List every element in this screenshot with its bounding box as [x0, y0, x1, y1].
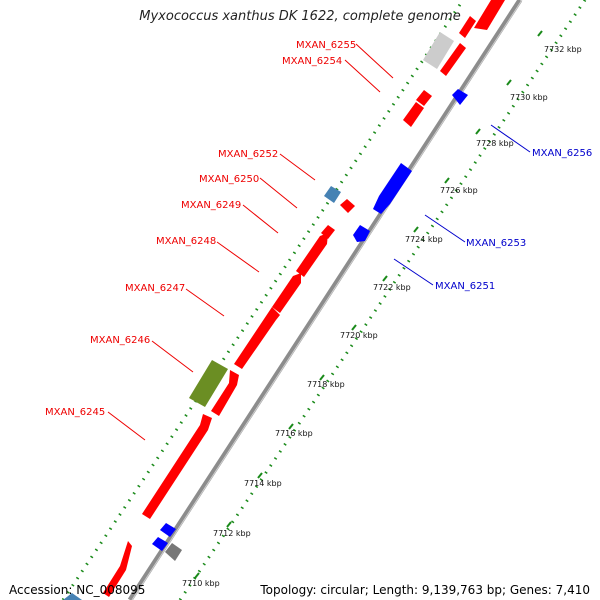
gene-label[interactable]: MXAN_6254 — [282, 56, 342, 67]
forward-tick-ring — [61, 0, 465, 600]
gene-arrow-reverse[interactable] — [373, 163, 412, 214]
leader-line — [424, 214, 466, 243]
topology-text: Topology: circular; Length: 9,139,763 bp… — [260, 583, 590, 597]
gene-label[interactable]: MXAN_6248 — [156, 236, 216, 247]
gene-arrow-forward[interactable] — [142, 414, 212, 519]
scale-tick-mark — [257, 472, 263, 479]
gene-label[interactable]: MXAN_6256 — [532, 148, 592, 159]
scale-tick-mark — [413, 226, 419, 233]
gene-arrow-forward[interactable] — [459, 16, 476, 38]
gene-arrow-forward[interactable] — [272, 273, 301, 313]
scale-tick-label: 7732 kbp — [544, 45, 582, 54]
gene-arrow-forward[interactable] — [296, 233, 328, 277]
scale-tick-label: 7712 kbp — [213, 529, 251, 538]
scale-tick-label: 7728 kbp — [476, 139, 514, 148]
gene-arrow-forward[interactable] — [103, 541, 132, 597]
gene-arrow-forward[interactable] — [340, 199, 355, 213]
gene-label[interactable]: MXAN_6250 — [199, 174, 259, 185]
scale-tick-label: 7714 kbp — [244, 479, 282, 488]
genome-backbone-shadow — [131, 0, 523, 600]
gene-pseudo[interactable] — [423, 32, 454, 69]
leader-line — [185, 288, 225, 317]
gene-label[interactable]: MXAN_6247 — [125, 283, 185, 294]
forward-gene-labels: MXAN_6255 MXAN_6254 MXAN_6252 MXAN_6250 … — [45, 40, 356, 418]
accession-text: Accession: NC_008095 — [9, 583, 146, 597]
scale-tick-label: 7730 kbp — [510, 93, 548, 102]
gene-arrow-forward[interactable] — [474, 0, 505, 30]
reverse-tick-ring — [178, 0, 587, 600]
gene-arrow-forward[interactable] — [321, 225, 335, 239]
forward-genes — [63, 0, 505, 600]
scale-ticks: 7710 kbp 7712 kbp 7714 kbp 7716 kbp 7718… — [182, 30, 582, 588]
gene-label[interactable]: MXAN_6253 — [466, 238, 526, 249]
leader-line — [259, 177, 298, 209]
scale-tick-mark — [475, 128, 481, 135]
gene-arrow-forward[interactable] — [211, 370, 239, 416]
gene-rna[interactable] — [324, 186, 341, 203]
gene-highlighted[interactable] — [189, 360, 228, 407]
scale-tick-mark — [506, 79, 512, 86]
gene-arrow-forward[interactable] — [403, 102, 424, 127]
leader-line — [490, 124, 531, 153]
map-title: Myxococcus xanthus DK 1622, complete gen… — [139, 9, 461, 24]
gene-label[interactable]: MXAN_6249 — [181, 200, 241, 211]
scale-tick-mark — [351, 324, 357, 331]
scale-tick-mark — [319, 374, 325, 381]
gene-rna[interactable] — [63, 593, 82, 600]
gene-arrow-reverse[interactable] — [152, 537, 168, 551]
scale-tick-label: 7724 kbp — [405, 235, 443, 244]
forward-label-leaders — [107, 43, 394, 441]
scale-tick-label: 7722 kbp — [373, 283, 411, 292]
reverse-label-leaders — [393, 124, 531, 286]
scale-tick-label: 7726 kbp — [440, 186, 478, 195]
gene-other[interactable] — [165, 543, 182, 561]
reverse-gene-labels: MXAN_6256 MXAN_6253 MXAN_6251 — [435, 148, 592, 292]
scale-tick-label: 7720 kbp — [340, 331, 378, 340]
gene-arrow-forward[interactable] — [440, 43, 466, 76]
gene-label[interactable]: MXAN_6246 — [90, 335, 150, 346]
gene-arrow-reverse[interactable] — [160, 523, 176, 537]
leader-line — [393, 258, 434, 286]
gene-label[interactable]: MXAN_6245 — [45, 407, 105, 418]
gene-arrow-reverse[interactable] — [452, 89, 468, 105]
scale-tick-label: 7716 kbp — [275, 429, 313, 438]
scale-tick-mark — [382, 275, 388, 282]
reverse-genes — [152, 89, 468, 561]
gene-label[interactable]: MXAN_6252 — [218, 149, 278, 160]
gene-label[interactable]: MXAN_6251 — [435, 281, 495, 292]
scale-tick-mark — [226, 521, 232, 528]
leader-line — [279, 153, 316, 181]
scale-tick-mark — [194, 572, 200, 579]
leader-line — [216, 241, 260, 273]
scale-tick-mark — [288, 423, 294, 430]
scale-tick-label: 7710 kbp — [182, 579, 220, 588]
genome-backbone — [127, 0, 523, 600]
gene-arrow-forward[interactable] — [416, 90, 432, 106]
leader-line — [242, 204, 279, 234]
gene-arrow-reverse[interactable] — [353, 225, 370, 242]
leader-line — [151, 340, 194, 373]
gene-label[interactable]: MXAN_6255 — [296, 40, 356, 51]
scale-tick-label: 7718 kbp — [307, 380, 345, 389]
leader-line — [107, 411, 146, 441]
gene-arrow-forward[interactable] — [234, 307, 280, 369]
leader-line — [355, 43, 394, 79]
scale-tick-mark — [537, 30, 543, 37]
leader-line — [344, 59, 381, 93]
scale-tick-mark — [444, 177, 450, 184]
